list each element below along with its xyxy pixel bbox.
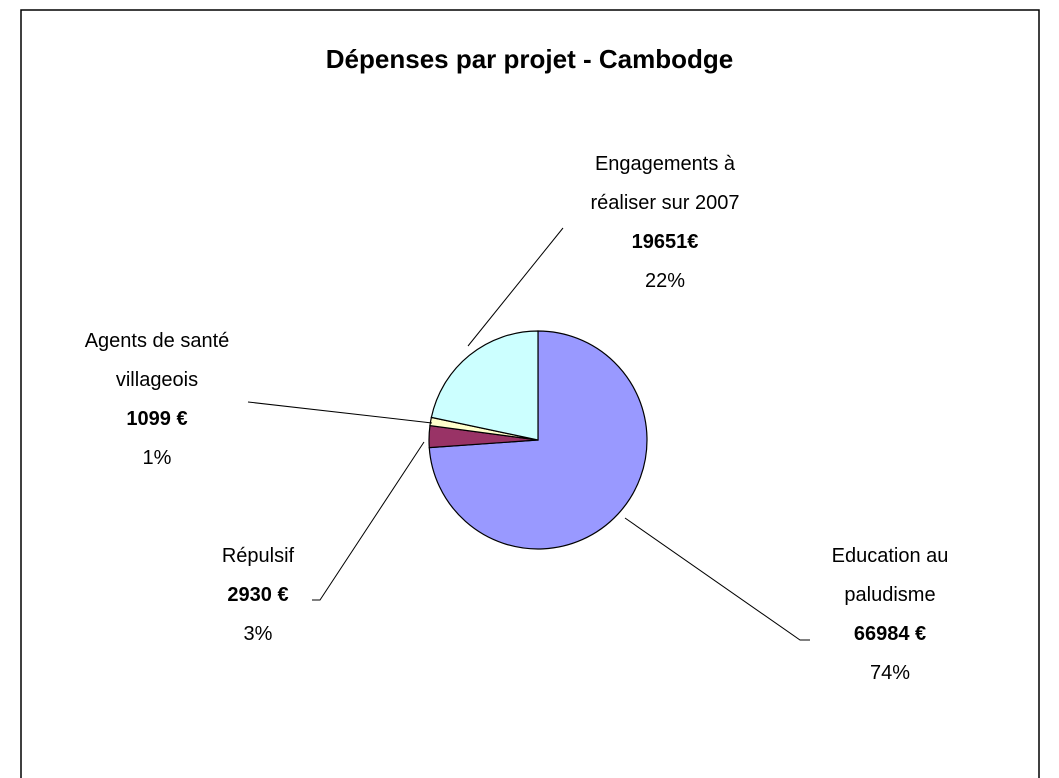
leader-line: [624, 517, 810, 641]
slice-label: Education au paludisme 66984 € 74%: [810, 537, 970, 693]
chart-title: Dépenses par projet - Cambodge: [325, 44, 734, 74]
leader-line: [467, 227, 564, 347]
value-label: 2930 €: [227, 584, 289, 606]
value-label: 19651€: [631, 231, 699, 253]
slice-label: Répulsif 2930 € 3%: [198, 537, 318, 654]
category-label: Agents de santé villageois: [84, 330, 230, 391]
pie-slice: [430, 330, 539, 441]
slice-label: Engagements à réaliser sur 2007 19651€ 22%: [570, 145, 760, 301]
percent-label: 1%: [142, 447, 172, 469]
value-label: 66984 €: [853, 623, 927, 645]
slice-label: Agents de santé villageois 1099 € 1%: [70, 322, 245, 478]
leader-line: [247, 401, 433, 424]
category-label: Répulsif: [221, 545, 295, 567]
leader-line: [312, 441, 425, 601]
value-label: 1099 €: [126, 408, 188, 430]
percent-label: 3%: [243, 623, 273, 645]
percent-label: 22%: [644, 270, 686, 292]
category-label: Education au paludisme: [831, 545, 949, 606]
category-label: Engagements à réaliser sur 2007: [590, 153, 740, 214]
percent-label: 74%: [869, 662, 911, 684]
